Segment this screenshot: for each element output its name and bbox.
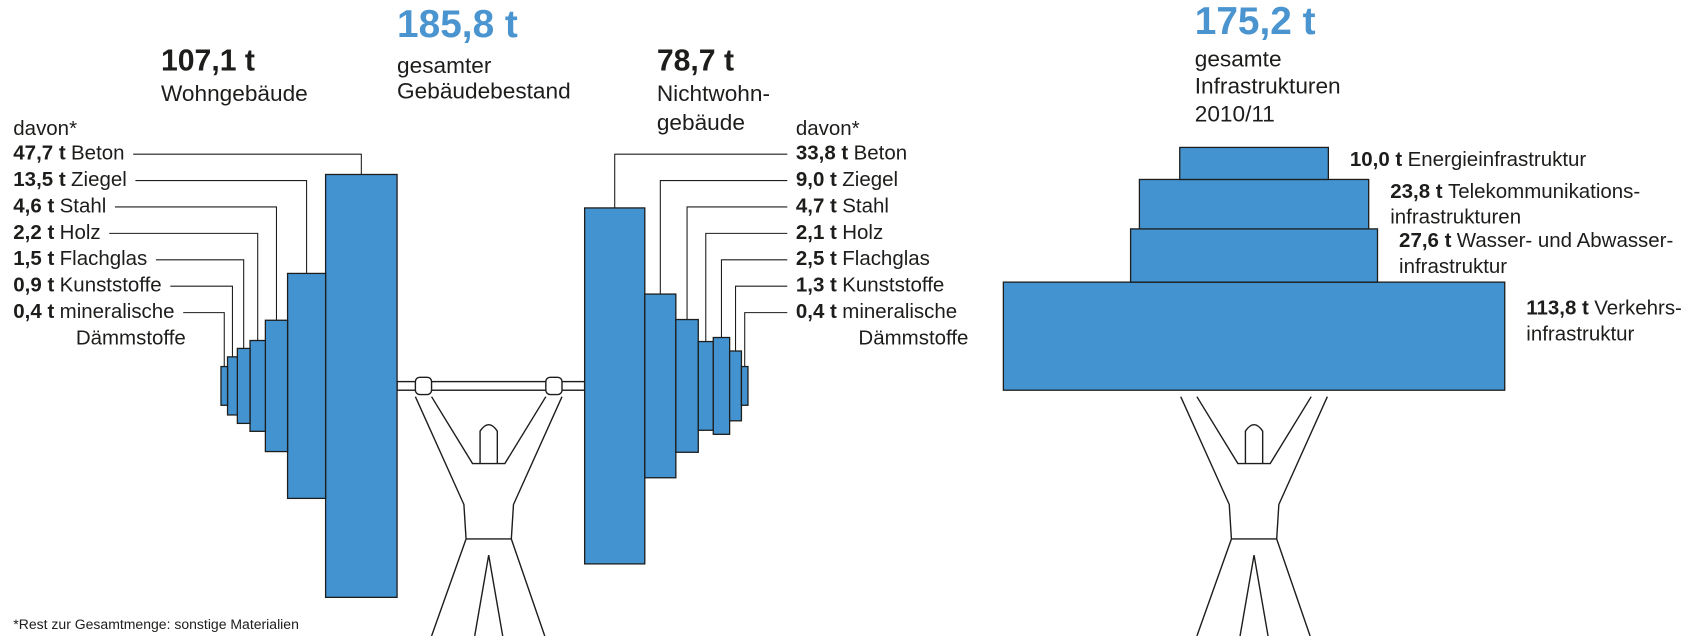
value-label: 113,8 t (1526, 297, 1589, 320)
plate (249, 339, 267, 432)
value-label: 0,4 t (796, 300, 837, 323)
davon: davon* (796, 117, 860, 140)
material-name: Stahl (842, 194, 889, 217)
material-name: Ziegel (71, 168, 127, 191)
figure-outline (414, 396, 563, 636)
caption: gesamter (397, 53, 492, 78)
infra-block (1129, 228, 1379, 283)
plate (264, 319, 289, 453)
caption: Nichtwohn- (657, 81, 770, 106)
infra-block (1138, 178, 1370, 230)
value-label: 0,4 t (13, 300, 54, 323)
leader-line (155, 259, 245, 349)
value-label: 4,6 t (13, 194, 54, 217)
figure-head (479, 424, 499, 464)
material-name: Beton (854, 142, 908, 165)
value-label: 13,5 t (13, 168, 66, 191)
caption: Wohngebäude (161, 81, 308, 106)
leader-line (133, 153, 362, 175)
leader-line (705, 232, 788, 342)
infra-block (1002, 281, 1506, 391)
plate (675, 318, 699, 453)
plate (583, 207, 646, 565)
leader-line (114, 206, 278, 321)
infra-block (1179, 146, 1330, 181)
plate (220, 365, 229, 406)
total-label: 185,8 t (397, 3, 518, 46)
leader-line (135, 180, 308, 274)
value-label: 1,5 t (13, 247, 54, 270)
leader-line (170, 285, 233, 357)
leader-line (744, 312, 788, 367)
leader-line (720, 259, 788, 338)
value-label: 23,8 t (1390, 180, 1443, 203)
leader-line (734, 285, 788, 352)
value-label: 9,0 t (796, 168, 837, 191)
plate (286, 272, 327, 500)
caption: gesamte (1195, 46, 1282, 71)
leader-line (109, 232, 259, 341)
material-name: Stahl (60, 194, 107, 217)
material-name: Kunststoffe (60, 274, 162, 297)
material-name: Dämmstoffe (76, 326, 186, 349)
value-label: 47,7 t (13, 142, 66, 165)
infra-name: infrastruktur (1399, 255, 1507, 278)
davon: davon* (13, 117, 77, 140)
material-name: Holz (60, 221, 101, 244)
infra-name: infrastrukturen (1390, 206, 1521, 229)
subtotal-label: 107,1 t (161, 44, 255, 77)
value-label: 1,3 t (796, 274, 837, 297)
material-name: Flachglas (60, 247, 148, 270)
leader-line (614, 153, 788, 208)
value-label: 4,7 t (796, 194, 837, 217)
material-name: mineralische (842, 300, 957, 323)
plate (712, 336, 731, 435)
plate (324, 173, 398, 598)
value-label: 2,2 t (13, 221, 54, 244)
caption: 2010/11 (1195, 101, 1275, 126)
infra-name: infrastruktur (1526, 323, 1634, 346)
material-name: mineralische (60, 300, 175, 323)
caption: Infrastrukturen (1195, 73, 1341, 98)
hand (414, 376, 433, 396)
leader-line (686, 206, 788, 320)
value-label: 2,5 t (796, 247, 837, 270)
plate (226, 356, 238, 416)
total-label: 175,2 t (1195, 0, 1316, 43)
infra-name: Telekommunikations- (1448, 180, 1640, 203)
plate (697, 340, 714, 431)
footnote: *Rest zur Gesamtmenge: sonstige Material… (13, 616, 299, 632)
material-name: Dämmstoffe (858, 326, 968, 349)
plate (236, 347, 251, 425)
material-name: Flachglas (842, 247, 930, 270)
caption: gebäude (657, 110, 745, 135)
infra-name: Verkehrs- (1594, 297, 1682, 320)
plate (740, 365, 749, 406)
material-name: Holz (842, 221, 883, 244)
caption: Gebäudebestand (397, 79, 571, 104)
material-name: Beton (71, 142, 125, 165)
leader-line (659, 180, 788, 295)
value-label: 2,1 t (796, 221, 837, 244)
plate (644, 293, 677, 479)
subtotal-label: 78,7 t (657, 44, 734, 77)
lifter-figure (1180, 395, 1329, 636)
infra-name: Energieinfrastruktur (1408, 148, 1587, 171)
plate (728, 350, 743, 422)
material-name: Ziegel (842, 168, 898, 191)
hand (545, 376, 563, 396)
leader-line (183, 312, 225, 367)
lifter-figure (414, 396, 563, 636)
value-label: 0,9 t (13, 274, 54, 297)
infra-name: Wasser- und Abwasser- (1457, 229, 1674, 252)
value-label: 10,0 t (1350, 148, 1403, 171)
value-label: 27,6 t (1399, 229, 1452, 252)
material-name: Kunststoffe (842, 274, 944, 297)
value-label: 33,8 t (796, 142, 849, 165)
